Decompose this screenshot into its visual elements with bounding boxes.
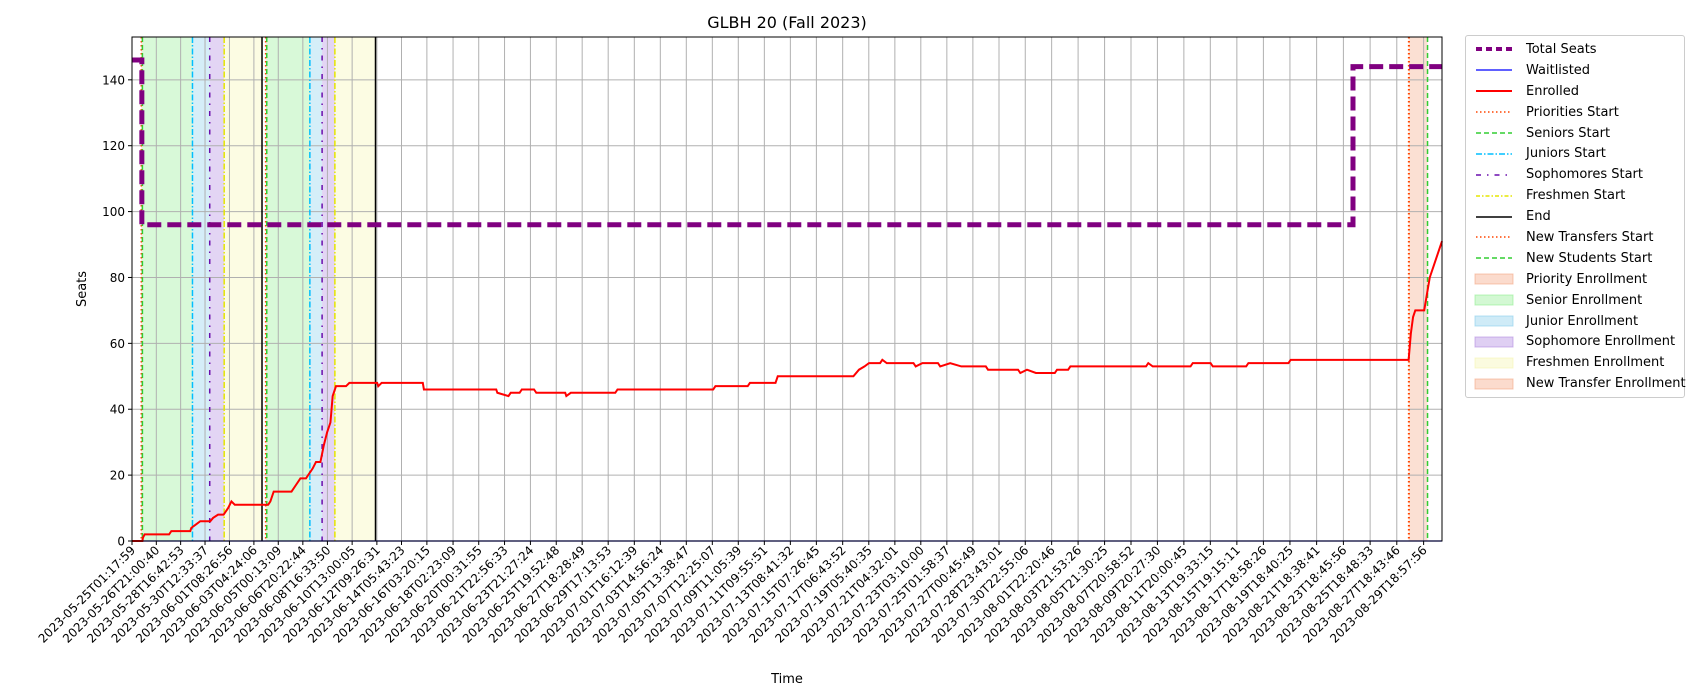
enrollment-span bbox=[1408, 37, 1428, 541]
legend-label: Enrolled bbox=[1526, 83, 1579, 99]
legend-swatch bbox=[1474, 230, 1514, 244]
legend-item: New Students Start bbox=[1466, 248, 1684, 269]
y-tick-label: 60 bbox=[110, 337, 125, 351]
legend-label: Priorities Start bbox=[1526, 104, 1619, 120]
series-enrolled bbox=[132, 240, 1443, 542]
x-axis-ticks: 2023-05-25T01:17:592023-05-26T21:00:4020… bbox=[36, 541, 1430, 646]
legend-item: Priorities Start bbox=[1466, 102, 1684, 123]
series-total-seats bbox=[132, 57, 1442, 228]
legend-item: Junior Enrollment bbox=[1466, 311, 1684, 332]
enrollment-span bbox=[322, 37, 335, 541]
enrollment-span bbox=[309, 37, 323, 541]
y-axis-label: Seats bbox=[75, 271, 90, 307]
legend-item: Sophomores Start bbox=[1466, 164, 1684, 185]
y-tick-label: 120 bbox=[102, 139, 125, 153]
legend-swatch bbox=[1474, 210, 1514, 224]
legend-label: Senior Enrollment bbox=[1526, 292, 1643, 308]
legend-label: Junior Enrollment bbox=[1526, 313, 1639, 329]
legend-item: End bbox=[1466, 206, 1684, 227]
legend-item: Seniors Start bbox=[1466, 123, 1684, 144]
legend-label: Juniors Start bbox=[1526, 146, 1606, 162]
y-tick-label: 80 bbox=[110, 271, 125, 285]
plot-frame bbox=[131, 36, 1443, 542]
y-axis-ticks: 0 20 40 60 80 100 120 140 bbox=[102, 73, 132, 549]
y-tick-label: 20 bbox=[110, 469, 125, 483]
y-tick-label: 0 bbox=[117, 535, 125, 549]
legend-item: Senior Enrollment bbox=[1466, 290, 1684, 311]
legend-swatch bbox=[1474, 168, 1514, 182]
x-axis-label: Time bbox=[770, 672, 803, 687]
legend-item: Juniors Start bbox=[1466, 143, 1684, 164]
legend-swatch bbox=[1474, 105, 1514, 119]
legend-label: Sophomores Start bbox=[1526, 167, 1643, 183]
chart-legend: Total Seats Waitlisted Enrolled Priorities … bbox=[1465, 35, 1686, 399]
legend-swatch bbox=[1474, 63, 1514, 77]
legend-swatch bbox=[1474, 251, 1514, 265]
enrollment-span bbox=[266, 37, 310, 541]
chart-title: GLBH 20 (Fall 2023) bbox=[707, 13, 867, 32]
legend-label: New Transfers Start bbox=[1526, 229, 1654, 245]
enrollment-span bbox=[224, 37, 263, 541]
legend-label: New Students Start bbox=[1526, 250, 1653, 266]
enrollment-span bbox=[209, 37, 225, 541]
legend-item: Priority Enrollment bbox=[1466, 269, 1684, 290]
legend-swatch bbox=[1474, 335, 1514, 349]
y-tick-label: 100 bbox=[102, 205, 125, 219]
legend-label: Freshmen Enrollment bbox=[1526, 355, 1665, 371]
legend-item: Freshmen Start bbox=[1466, 185, 1684, 206]
legend-swatch bbox=[1474, 314, 1514, 328]
enrollment-span bbox=[334, 37, 376, 541]
legend-label: Priority Enrollment bbox=[1526, 271, 1648, 287]
legend-item: Enrolled bbox=[1466, 81, 1684, 102]
legend-label: New Transfer Enrollment bbox=[1526, 376, 1686, 392]
legend-item: New Transfer Enrollment bbox=[1466, 373, 1686, 394]
legend-item: Total Seats bbox=[1466, 39, 1684, 60]
legend-label: Waitlisted bbox=[1526, 62, 1591, 78]
legend-label: Sophomore Enrollment bbox=[1526, 334, 1676, 350]
legend-item: Waitlisted bbox=[1466, 60, 1684, 81]
legend-item: Sophomore Enrollment bbox=[1466, 331, 1684, 352]
legend-label: End bbox=[1526, 209, 1551, 225]
legend-swatch bbox=[1474, 356, 1514, 370]
legend-item: Freshmen Enrollment bbox=[1466, 352, 1684, 373]
legend-label: Total Seats bbox=[1526, 41, 1597, 57]
legend-swatch bbox=[1474, 293, 1514, 307]
legend-item: New Transfers Start bbox=[1466, 227, 1684, 248]
legend-swatch bbox=[1474, 126, 1514, 140]
legend-label: Seniors Start bbox=[1526, 125, 1611, 141]
legend-swatch bbox=[1474, 377, 1514, 391]
enrollment-spans bbox=[141, 37, 1428, 541]
legend-label: Freshmen Start bbox=[1526, 188, 1626, 204]
legend-swatch bbox=[1474, 189, 1514, 203]
legend-swatch bbox=[1474, 84, 1514, 98]
legend-swatch bbox=[1474, 272, 1514, 286]
enrollment-span bbox=[142, 37, 193, 541]
enrollment-span bbox=[192, 37, 210, 541]
legend-swatch bbox=[1474, 147, 1514, 161]
legend-swatch bbox=[1474, 42, 1514, 56]
y-tick-label: 140 bbox=[102, 73, 125, 87]
y-tick-label: 40 bbox=[110, 403, 125, 417]
